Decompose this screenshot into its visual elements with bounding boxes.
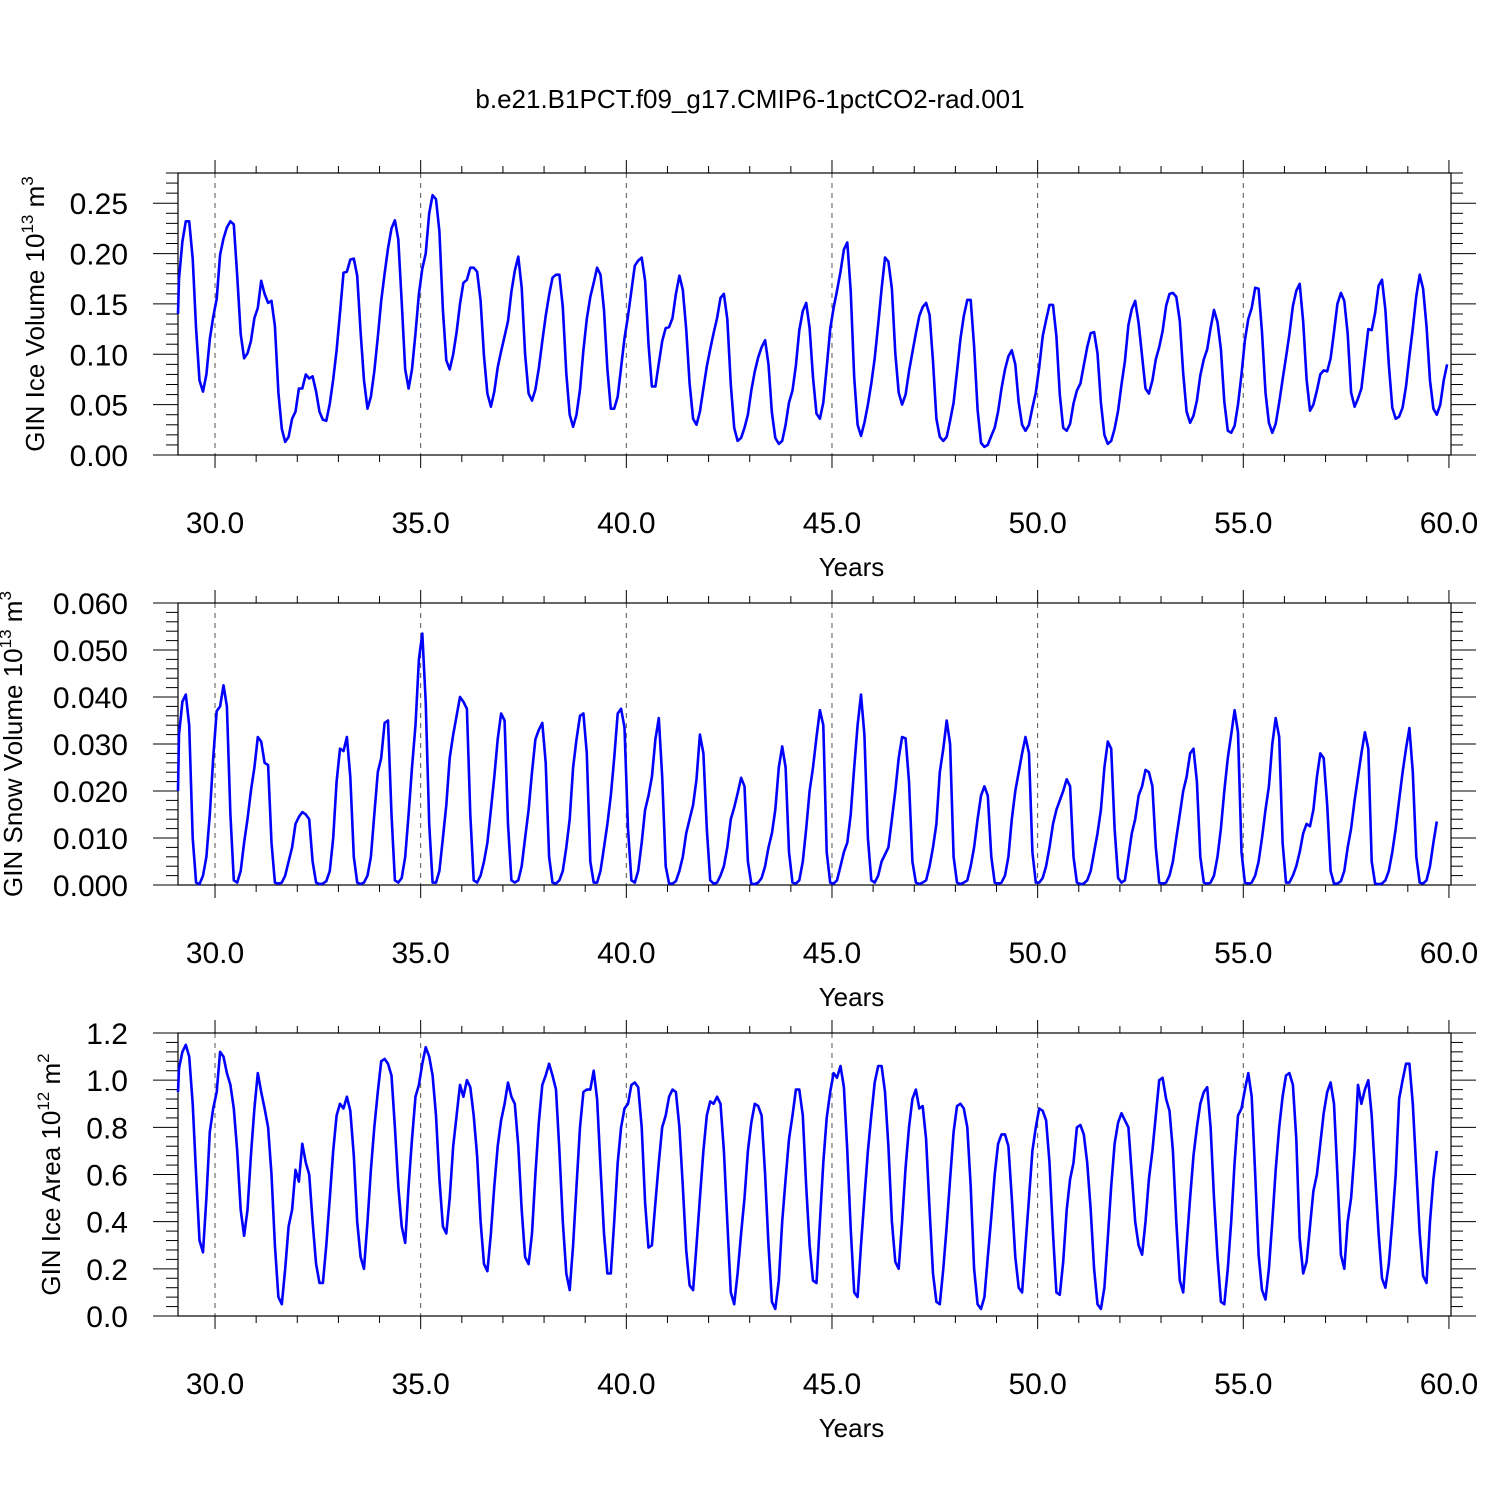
y-tick-label: 0.030: [53, 729, 128, 762]
figure-title: b.e21.B1PCT.f09_g17.CMIP6-1pctCO2-rad.00…: [475, 84, 1024, 114]
x-tick-label: 55.0: [1214, 937, 1272, 970]
grid-ice-volume: [214, 173, 1244, 455]
y-tick-label: 0.25: [70, 188, 128, 221]
x-tick-labels-ice-volume: 30.0 35.0 40.0 45.0 50.0 55.0 60.0: [186, 507, 1478, 540]
y-axis-label-text: GIN Ice Volume 10: [20, 234, 50, 452]
y-axis-label-text: GIN Snow Volume 10: [0, 648, 28, 897]
y-axis-label-unit: m: [0, 601, 28, 623]
ticks-ice-volume: [153, 160, 1476, 468]
x-tick-label: 50.0: [1008, 1368, 1066, 1401]
y-tick-label: 0.0: [86, 1301, 128, 1334]
x-tick-label: 40.0: [597, 937, 655, 970]
x-tick-label: 30.0: [186, 937, 244, 970]
y-tick-labels-snow-volume: 0.000 0.010 0.020 0.030 0.040 0.050 0.060: [53, 588, 128, 903]
y-tick-label: 0.4: [86, 1207, 128, 1240]
ticks-ice-area: [153, 1020, 1476, 1329]
grid-ice-area: [214, 1033, 1244, 1316]
y-axis-label-exponent: 12: [34, 1092, 53, 1111]
x-tick-labels-snow-volume: 30.0 35.0 40.0 45.0 50.0 55.0 60.0: [186, 937, 1478, 970]
series-line-snow-volume: [176, 632, 1439, 886]
y-axis-label-text: GIN Ice Area 10: [36, 1111, 66, 1296]
y-tick-label: 0.05: [70, 390, 128, 423]
y-tick-label: 0.8: [86, 1112, 128, 1145]
y-tick-label: 0.060: [53, 588, 128, 621]
x-axis-label-snow-volume: Years: [819, 982, 885, 1012]
y-axis-label-spacer: [36, 1085, 66, 1092]
x-tick-label: 60.0: [1420, 1368, 1478, 1401]
y-axis-label-unit: m: [36, 1063, 66, 1085]
panel-snow-volume: 30.0 35.0 40.0 45.0 50.0 55.0 60.0 0.0000.0100…: [0, 588, 1478, 1012]
y-axis-label-ice-area: GIN Ice Area 1012 m2: [34, 1053, 66, 1295]
x-tick-label: 35.0: [391, 507, 449, 540]
x-tick-labels-ice-area: 30.0 35.0 40.0 45.0 50.0 55.0 60.0: [186, 1368, 1478, 1401]
series-line-ice-area: [176, 1043, 1439, 1311]
panel-ice-area: 30.0 35.0 40.0 45.0 50.0 55.0 60.0 0.00.20.40.…: [34, 1018, 1478, 1443]
x-tick-label: 50.0: [1008, 507, 1066, 540]
y-tick-label: 0.2: [86, 1254, 128, 1287]
y-tick-label: 0.20: [70, 239, 128, 272]
panel-ice-volume: 30.0 35.0 40.0 45.0 50.0 55.0 60.0 0.00 0.05 0.1…: [18, 160, 1478, 582]
x-tick-label: 35.0: [391, 1368, 449, 1401]
y-tick-label: 0.000: [53, 870, 128, 903]
y-axis-label-snow-volume: GIN Snow Volume 1013 m3: [0, 591, 28, 897]
y-axis-label-unit-exponent: 2: [34, 1053, 53, 1062]
x-tick-label: 30.0: [186, 507, 244, 540]
y-axis-label-unit: m: [20, 186, 50, 208]
y-tick-label: 0.00: [70, 440, 128, 473]
y-tick-label: 1.0: [86, 1065, 128, 1098]
y-tick-labels-ice-area: 0.0 0.2 0.4 0.6 0.8 1.0 1.2: [86, 1018, 128, 1334]
y-tick-labels-ice-volume: 0.00 0.05 0.10 0.15 0.20 0.25: [70, 188, 128, 473]
y-axis-label-exponent: 13: [0, 629, 15, 648]
y-tick-label: 0.020: [53, 776, 128, 809]
y-axis-label-exponent: 13: [18, 215, 37, 234]
x-tick-label: 60.0: [1420, 937, 1478, 970]
y-tick-label: 0.010: [53, 823, 128, 856]
x-tick-label: 35.0: [391, 937, 449, 970]
x-tick-label: 50.0: [1008, 937, 1066, 970]
y-tick-label: 0.15: [70, 289, 128, 322]
y-tick-label: 0.040: [53, 682, 128, 715]
y-axis-label-spacer: [0, 622, 28, 629]
y-tick-label: 1.2: [86, 1018, 128, 1051]
y-tick-label: 0.10: [70, 339, 128, 372]
x-tick-label: 60.0: [1420, 507, 1478, 540]
y-tick-label: 0.6: [86, 1160, 128, 1193]
ticks-snow-volume: [153, 590, 1476, 898]
x-axis-label-ice-volume: Years: [819, 552, 885, 582]
y-tick-label: 0.050: [53, 635, 128, 668]
y-axis-label-unit-exponent: 3: [0, 591, 15, 600]
y-axis-label-spacer: [20, 207, 50, 214]
y-axis-label-unit-exponent: 3: [18, 176, 37, 185]
plot-frame-ice-area: [177, 1032, 1452, 1317]
series-line-ice-volume: [176, 193, 1449, 449]
x-tick-label: 45.0: [803, 937, 861, 970]
x-tick-label: 30.0: [186, 1368, 244, 1401]
x-axis-label-ice-area: Years: [819, 1413, 885, 1443]
y-axis-label-ice-volume: GIN Ice Volume 1013 m3: [18, 176, 50, 452]
x-tick-label: 45.0: [803, 507, 861, 540]
x-tick-label: 45.0: [803, 1368, 861, 1401]
x-tick-label: 40.0: [597, 1368, 655, 1401]
x-tick-label: 55.0: [1214, 507, 1272, 540]
x-tick-label: 40.0: [597, 507, 655, 540]
x-tick-label: 55.0: [1214, 1368, 1272, 1401]
